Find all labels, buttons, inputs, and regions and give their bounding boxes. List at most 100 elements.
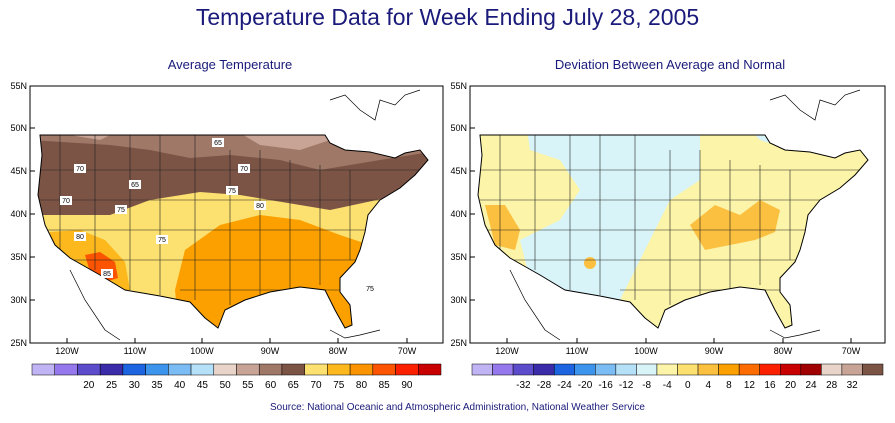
- contour-label: 75: [115, 205, 127, 214]
- lat-label: 55N: [450, 81, 467, 91]
- source-credit: Source: National Oceanic and Atmospheric…: [269, 402, 645, 413]
- legend-swatch: [533, 363, 555, 376]
- legend-swatch: [77, 363, 101, 376]
- legend-swatch: [168, 363, 192, 376]
- legend-swatch: [553, 363, 576, 376]
- state-borders: [40, 135, 420, 305]
- temperature-deviation-map: [469, 85, 886, 344]
- contour-label: 75: [156, 235, 168, 244]
- legend-swatch: [258, 363, 283, 376]
- svg-text:70: 70: [240, 166, 248, 173]
- svg-text:85: 85: [103, 271, 111, 278]
- lat-label: 45N: [10, 166, 27, 176]
- legend-swatch: [800, 363, 822, 376]
- legend-swatch: [145, 363, 169, 376]
- legend-label: 30: [129, 380, 141, 391]
- legend-label: 20: [785, 380, 797, 391]
- legend-swatch: [372, 363, 396, 376]
- legend-swatch: [327, 363, 351, 376]
- region-warm-anomaly-az: [584, 257, 596, 269]
- contour-label: 85: [101, 269, 113, 278]
- legend-label: 25: [106, 380, 118, 391]
- svg-text:75: 75: [158, 237, 166, 244]
- lon-label: 100W: [190, 346, 214, 356]
- lat-label: 25N: [10, 338, 27, 348]
- legend-label: -16: [598, 380, 613, 391]
- lon-label: 90W: [705, 346, 724, 356]
- svg-text:75: 75: [366, 286, 374, 293]
- legend-label: 80: [356, 380, 368, 391]
- legend-swatch: [615, 363, 637, 376]
- lat-label: 30N: [10, 295, 27, 305]
- lat-label: 35N: [10, 252, 27, 262]
- lon-label: 70W: [842, 346, 861, 356]
- legend-swatch: [395, 363, 419, 376]
- us-outline: [37, 134, 429, 329]
- contour-label: 75: [364, 284, 376, 293]
- svg-text:80: 80: [256, 203, 264, 210]
- legend-label: 75: [333, 380, 345, 391]
- svg-text:65: 65: [214, 140, 222, 147]
- legend-label: 20: [83, 380, 95, 391]
- svg-text:75: 75: [228, 188, 236, 195]
- region-cool-anomaly: [520, 135, 700, 300]
- lon-label: 70W: [398, 346, 417, 356]
- legend-swatch: [656, 363, 678, 376]
- legend-swatch: [574, 363, 596, 376]
- contour-label: 70: [60, 196, 72, 205]
- legend-swatch: [236, 363, 260, 376]
- legend-label: -28: [537, 380, 552, 391]
- legend-label: -24: [557, 380, 572, 391]
- coastlines-2: [509, 89, 861, 341]
- lat-label: 45N: [450, 166, 467, 176]
- svg-text:75: 75: [117, 207, 125, 214]
- lat-label: 40N: [450, 209, 467, 219]
- contour-label: 65: [212, 138, 224, 147]
- legend-label: 45: [197, 380, 209, 391]
- legend-swatch: [471, 363, 493, 376]
- legend-label: 65: [288, 380, 300, 391]
- legend-swatch: [677, 363, 699, 376]
- legend-swatch: [862, 363, 884, 376]
- axis-labels-and-contours: 55N 50N 45N 40N 35N 30N 25N 120W 110W 100W 90W 80W 7…: [10, 81, 860, 356]
- region-mid-belt: [38, 135, 428, 170]
- legend-swatch: [190, 363, 215, 376]
- legend-label: 4: [706, 380, 712, 391]
- legend-label: 28: [826, 380, 838, 391]
- legend-swatch: [349, 363, 374, 376]
- lon-label: 120W: [495, 346, 519, 356]
- svg-text:70: 70: [62, 198, 70, 205]
- state-borders-2: [480, 135, 860, 305]
- legend-label: -8: [642, 380, 651, 391]
- contour-label: 80: [254, 201, 266, 210]
- lon-label: 80W: [329, 346, 348, 356]
- legend-swatch: [697, 363, 719, 376]
- map-title-deviation: Deviation Between Average and Normal: [554, 57, 786, 72]
- lat-label: 35N: [450, 252, 467, 262]
- legend-label: 90: [401, 380, 413, 391]
- legend-swatch: [718, 363, 740, 376]
- legend-label: 32: [847, 380, 859, 391]
- legends: 20 25 30 35 40 45 50 55 60 65 70 75 80 85 90 -32 -28 -24-…: [31, 363, 884, 391]
- legend-swatch: [595, 363, 617, 376]
- legend-label: -20: [578, 380, 593, 391]
- region-warm-anomaly-ca: [485, 205, 520, 250]
- lat-label: 50N: [450, 123, 467, 133]
- lon-label: 90W: [261, 346, 280, 356]
- legend-swatch: [122, 363, 146, 376]
- legend-label: 0: [685, 380, 691, 391]
- legend-swatch: [759, 363, 781, 376]
- page-title: Temperature Data for Week Ending July 28…: [195, 4, 700, 30]
- lon-label: 110W: [566, 346, 589, 356]
- map-title-average: Average Temperature: [167, 57, 293, 72]
- lon-label: 80W: [774, 346, 793, 356]
- legend-label: 70: [310, 380, 322, 391]
- legend-swatch: [821, 363, 843, 376]
- region-warm-anomaly-mw: [690, 200, 780, 250]
- legend-swatch: [492, 363, 514, 376]
- legend-label: -4: [663, 380, 672, 391]
- legend-swatch: [738, 363, 760, 376]
- legend-label: 50: [220, 380, 232, 391]
- lat-label: 30N: [450, 295, 467, 305]
- svg-text:70: 70: [76, 166, 84, 173]
